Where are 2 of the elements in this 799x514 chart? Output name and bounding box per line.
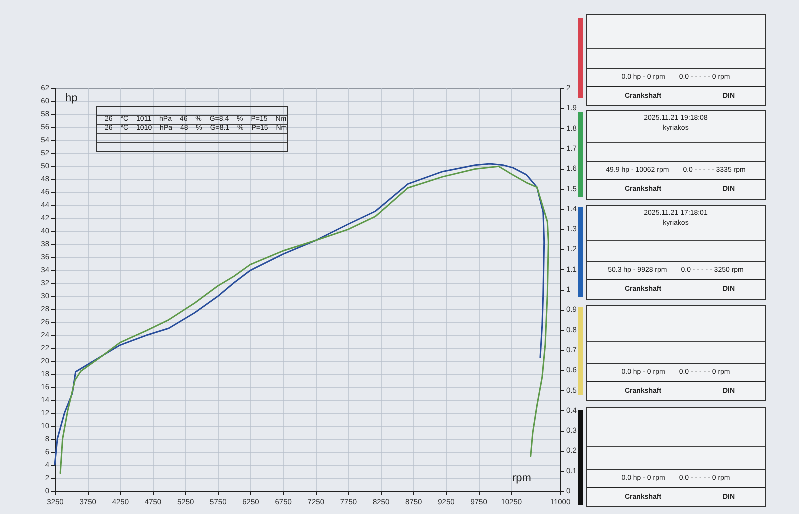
x-axis-title: rpm <box>512 472 532 484</box>
y-axis-title: hp <box>66 92 78 104</box>
